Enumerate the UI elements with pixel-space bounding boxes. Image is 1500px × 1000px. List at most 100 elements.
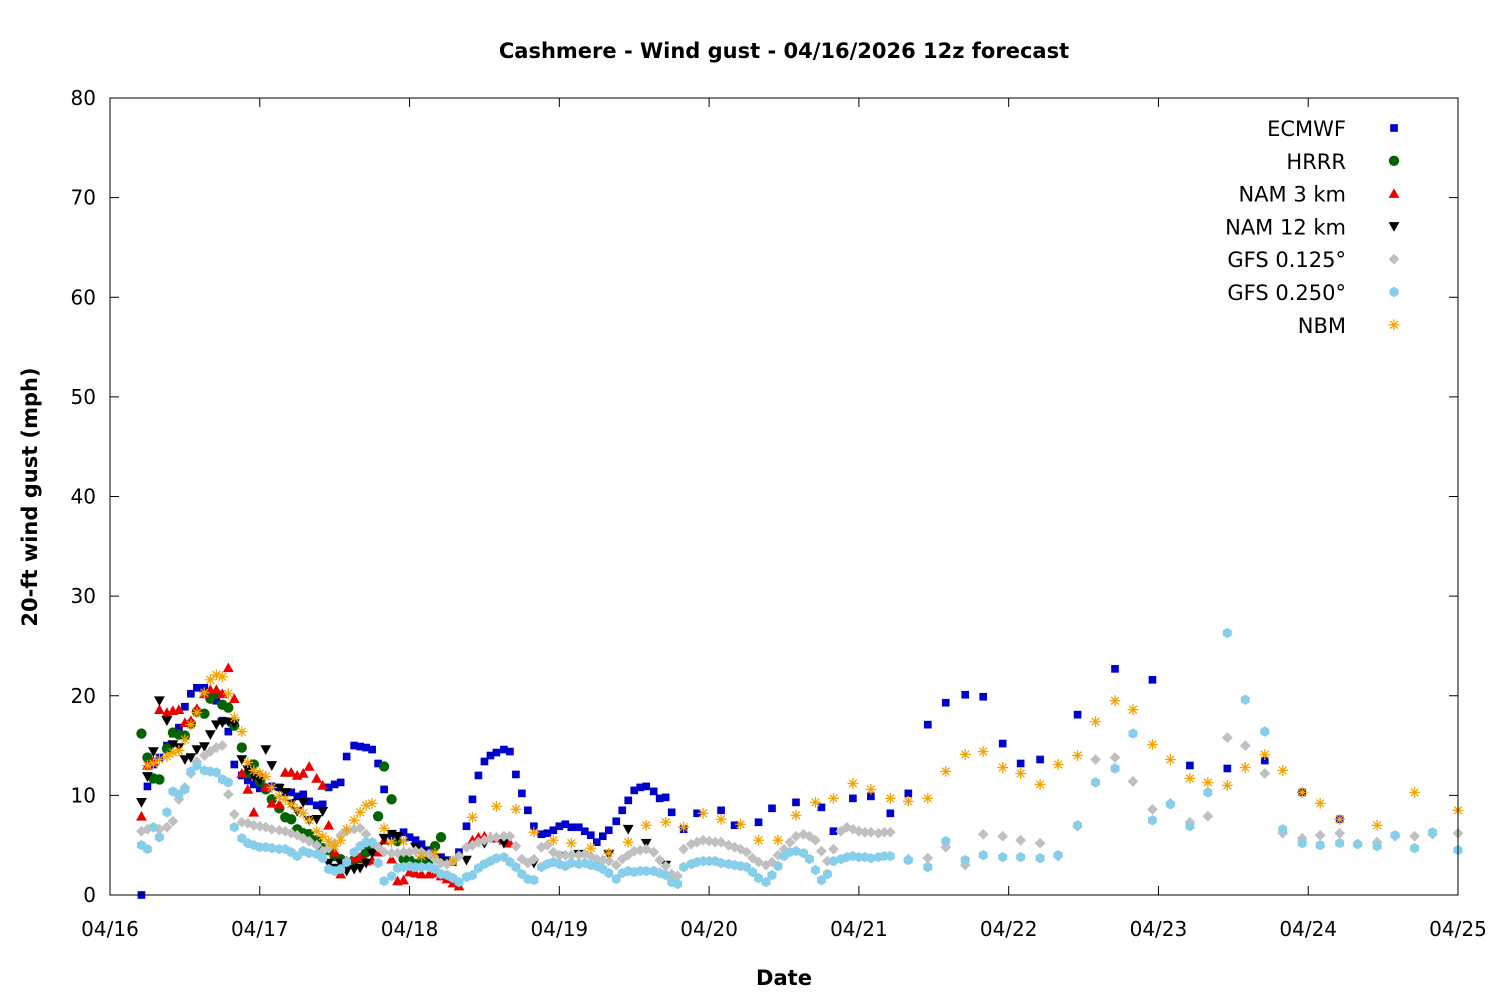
data-point: [768, 804, 776, 813]
data-point: [485, 832, 496, 844]
data-point: [661, 869, 671, 881]
data-point: [386, 794, 397, 805]
data-point: [273, 798, 285, 809]
data-point: [181, 702, 189, 711]
data-point: [1202, 777, 1214, 788]
data-point: [1239, 740, 1251, 751]
data-point: [817, 874, 826, 886]
data-point: [1278, 824, 1288, 835]
data-point: [303, 814, 315, 826]
data-point: [790, 809, 802, 821]
data-point: [1090, 754, 1101, 765]
data-point: [849, 794, 857, 803]
series-gfs-0-250-: [137, 627, 1463, 890]
data-point: [230, 760, 239, 769]
data-point: [311, 825, 323, 837]
data-point: [335, 834, 347, 846]
data-point: [491, 831, 502, 843]
data-point: [342, 856, 352, 868]
data-point: [173, 745, 185, 756]
data-point: [1221, 732, 1233, 743]
data-point: [286, 814, 297, 825]
data-point: [161, 821, 173, 833]
data-point: [716, 857, 726, 869]
data-point: [997, 830, 1009, 842]
data-point: [580, 827, 589, 836]
data-point: [660, 816, 672, 828]
data-point: [555, 822, 564, 831]
data-point: [791, 846, 801, 857]
data-point: [453, 850, 465, 862]
data-point: [817, 803, 826, 812]
data-point: [553, 849, 565, 861]
data-point: [1334, 813, 1346, 825]
legend-label: NBM: [1298, 314, 1346, 338]
data-point: [1259, 749, 1271, 760]
data-point: [1091, 777, 1100, 788]
data-point: [447, 855, 459, 867]
legend-marker: [1388, 155, 1400, 166]
data-point: [162, 807, 172, 818]
data-point: [1072, 750, 1083, 761]
data-point: [902, 795, 914, 807]
data-point: [498, 838, 510, 849]
data-point: [610, 859, 622, 871]
data-point: [204, 730, 216, 741]
data-point: [149, 822, 158, 833]
data-point: [143, 782, 152, 791]
data-point: [228, 808, 240, 820]
data-point: [297, 798, 309, 808]
data-point: [236, 726, 248, 738]
data-point: [299, 790, 308, 799]
data-point: [754, 818, 763, 827]
data-point: [784, 836, 796, 848]
data-point: [416, 850, 427, 862]
legend-marker: [1388, 188, 1400, 198]
data-point: [467, 811, 478, 823]
data-point: [565, 849, 577, 861]
data-point: [216, 688, 228, 699]
data-point: [193, 683, 201, 692]
data-point: [248, 806, 260, 817]
data-point: [210, 720, 222, 731]
data-point: [285, 767, 297, 777]
data-point: [342, 752, 351, 761]
data-point: [828, 792, 839, 804]
x-tick-label: 04/17: [231, 917, 289, 941]
data-point: [977, 828, 989, 840]
data-point: [618, 806, 627, 815]
data-point: [317, 780, 329, 790]
data-point: [136, 810, 147, 821]
data-point: [143, 844, 152, 855]
data-point: [518, 789, 526, 798]
data-point: [154, 704, 165, 715]
data-point: [799, 848, 808, 859]
data-point: [549, 826, 558, 835]
data-point: [847, 778, 859, 789]
data-point: [528, 853, 540, 865]
x-tick-label: 04/16: [81, 917, 139, 941]
data-point: [304, 848, 314, 859]
data-point: [216, 740, 228, 751]
data-point: [356, 742, 364, 751]
data-point: [374, 759, 382, 768]
data-point: [866, 853, 876, 864]
data-point: [903, 855, 913, 866]
data-point: [161, 751, 173, 762]
data-point: [405, 833, 414, 842]
data-point: [1260, 726, 1270, 737]
data-point: [1239, 762, 1251, 773]
data-point: [730, 821, 739, 830]
data-point: [191, 745, 203, 755]
data-point: [753, 834, 764, 846]
data-point: [354, 806, 366, 818]
data-point: [228, 693, 240, 704]
data-point: [559, 849, 571, 861]
data-point: [243, 776, 252, 785]
data-point: [398, 874, 409, 885]
data-point: [367, 837, 377, 848]
data-point: [297, 768, 309, 778]
data-point: [417, 840, 426, 849]
data-point: [672, 870, 684, 882]
data-point: [1428, 827, 1437, 838]
